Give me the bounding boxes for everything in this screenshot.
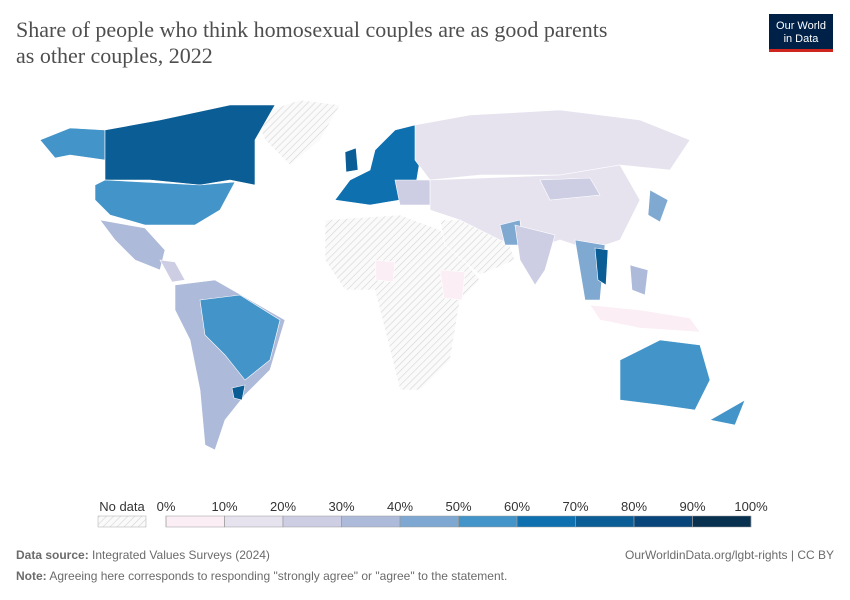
logo-box[interactable]: [769, 14, 833, 50]
legend-bin[interactable]: [224, 515, 284, 528]
legend-tick-label: 0%: [157, 499, 176, 514]
indonesia[interactable]: [589, 304, 701, 333]
australia[interactable]: [619, 339, 711, 411]
usa[interactable]: [94, 179, 236, 226]
japan[interactable]: [647, 189, 669, 223]
legend-tick-label: 60%: [504, 499, 530, 514]
logo-text: in Data: [784, 33, 820, 45]
philippines[interactable]: [629, 264, 649, 296]
logo-text: Our World: [776, 20, 826, 32]
source-label: Data source:: [16, 548, 89, 562]
mexico[interactable]: [99, 219, 166, 271]
url[interactable]: OurWorldinData.org/lgbt-rights | CC BY: [625, 548, 834, 562]
legend-tick-label: 40%: [387, 499, 413, 514]
legend-bin[interactable]: [282, 515, 342, 528]
ethiopia[interactable]: [439, 269, 466, 301]
brazil[interactable]: [199, 294, 281, 381]
legend-bin[interactable]: [692, 515, 752, 528]
no-data-swatch[interactable]: [97, 515, 147, 528]
title-line: Share of people who think homosexual cou…: [16, 17, 607, 42]
greenland[interactable]: [254, 99, 341, 166]
note-text: Agreeing here corresponds to responding …: [49, 569, 507, 583]
world-map: [39, 99, 746, 451]
source: Data source: Integrated Values Surveys (…: [16, 548, 270, 562]
legend-tick-label: 90%: [679, 499, 705, 514]
vietnam[interactable]: [594, 247, 609, 286]
legend-bin[interactable]: [165, 515, 225, 528]
legend-bin[interactable]: [458, 515, 518, 528]
title-line: as other couples, 2022: [16, 43, 213, 68]
central-america[interactable]: [159, 259, 186, 283]
legend: No data 0% 10% 20% 30% 40% 50% 60% 70% 80% 90% 100…: [97, 499, 768, 528]
uruguay[interactable]: [231, 384, 246, 401]
legend-tick-label: 80%: [621, 499, 647, 514]
legend-tick-label: 10%: [211, 499, 237, 514]
note-label: Note:: [16, 569, 47, 583]
legend-tick-label: 20%: [270, 499, 296, 514]
canada[interactable]: [104, 104, 276, 186]
nigeria[interactable]: [374, 259, 396, 283]
legend-tick-label: 100%: [734, 499, 768, 514]
legend-bin[interactable]: [633, 515, 693, 528]
legend-bin[interactable]: [341, 515, 401, 528]
legend-tick-label: 50%: [445, 499, 471, 514]
logo-bar: [769, 49, 833, 52]
legend-bin[interactable]: [399, 515, 459, 528]
alaska[interactable]: [39, 127, 106, 161]
logo[interactable]: Our World in Data: [769, 14, 833, 52]
legend-tick-label: 70%: [562, 499, 588, 514]
legend-bin[interactable]: [516, 515, 576, 528]
legend-tick-label: 30%: [328, 499, 354, 514]
eastern-europe[interactable]: [394, 179, 433, 206]
no-data-label: No data: [99, 499, 145, 514]
source-text: Integrated Values Surveys (2024): [92, 548, 270, 562]
uk[interactable]: [344, 147, 359, 173]
legend-bin[interactable]: [575, 515, 635, 528]
russia[interactable]: [414, 109, 691, 181]
mongolia[interactable]: [539, 177, 601, 201]
africa[interactable]: [324, 214, 481, 391]
new-zealand[interactable]: [709, 399, 746, 426]
note: Note: Agreeing here corresponds to respo…: [16, 569, 507, 583]
india[interactable]: [514, 224, 556, 286]
